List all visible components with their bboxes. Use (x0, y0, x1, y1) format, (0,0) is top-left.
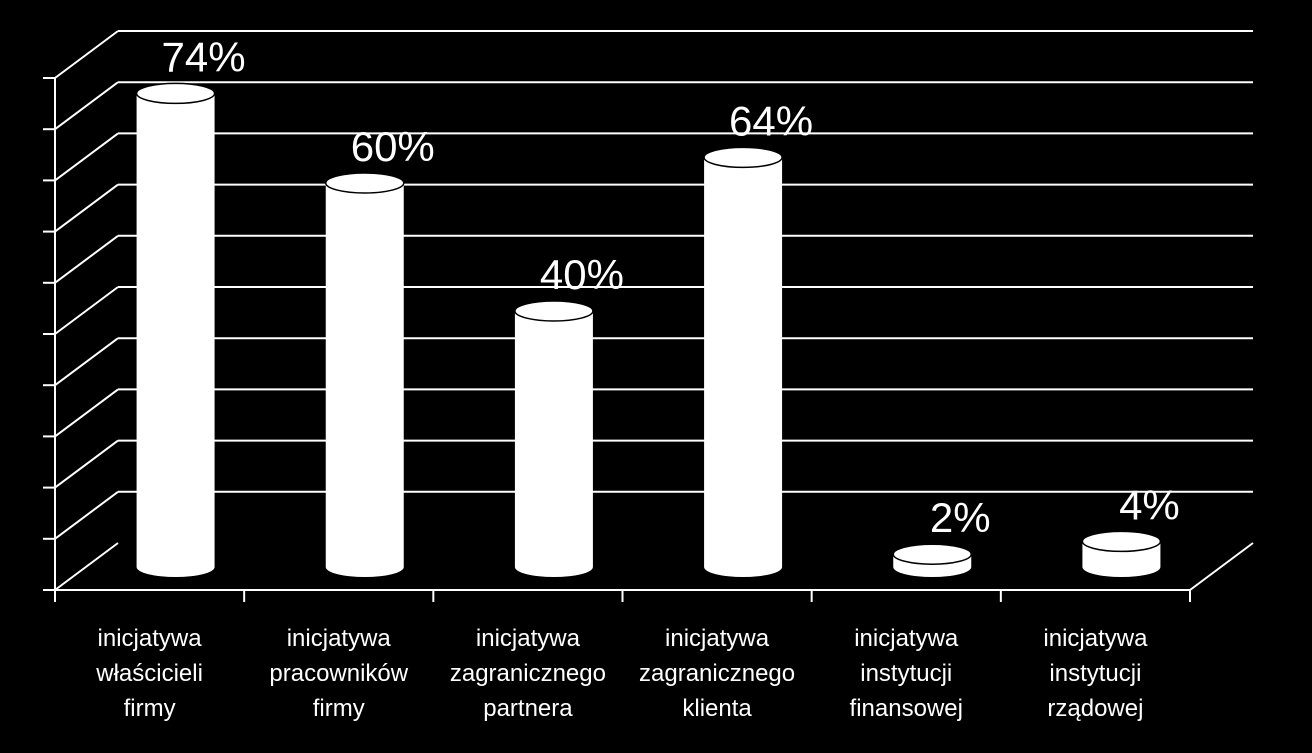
bar (515, 311, 593, 577)
bar-top (137, 83, 215, 103)
data-label: 74% (162, 33, 246, 80)
category-label-line: inicjatywa (476, 625, 581, 652)
category-label-line: rządowej (1047, 695, 1143, 722)
gridline-depth (55, 82, 118, 129)
gridline-depth (55, 31, 118, 78)
data-label: 2% (930, 494, 991, 541)
category-label: inicjatywa zagranicznego klienta (639, 625, 795, 722)
bar-top (893, 544, 971, 564)
category-label-line: instytucji (1049, 660, 1141, 687)
category-label-line: inicjatywa (854, 625, 959, 652)
gridline-depth (55, 287, 118, 334)
category-label: inicjatywa właścicieli firmy (95, 625, 203, 722)
category-label-line: firmy (124, 695, 176, 722)
data-label: 40% (540, 251, 624, 298)
category-label-line: pracowników (269, 660, 408, 687)
category-label: inicjatywa pracowników firmy (269, 625, 408, 722)
bar-top (1082, 531, 1160, 551)
category-label-line: inicjatywa (98, 625, 203, 652)
gridline-depth (55, 133, 118, 180)
category-label-line: firmy (313, 695, 365, 722)
grid-lines (55, 31, 1253, 590)
data-label: 4% (1119, 481, 1180, 528)
gridline-depth (55, 185, 118, 232)
category-label-line: inicjatywa (287, 625, 392, 652)
bar (704, 157, 782, 577)
gridline-depth (55, 441, 118, 488)
category-label-line: inicjatywa (665, 625, 770, 652)
bar-top (704, 147, 782, 167)
axes (43, 78, 1253, 602)
category-label-line: zagranicznego (639, 660, 795, 687)
category-label-line: partnera (483, 695, 573, 722)
category-label-line: finansowej (850, 695, 963, 722)
category-labels: inicjatywa właścicieli firmy inicjatywa prac… (95, 625, 1148, 722)
floor-edge (1190, 543, 1253, 590)
category-label: inicjatywa zagranicznego partnera (450, 625, 606, 722)
category-label: inicjatywa instytucji finansowej (850, 625, 963, 722)
bar (137, 93, 215, 577)
gridline-depth (55, 236, 118, 283)
category-label-line: klienta (682, 695, 752, 722)
gridline-depth (55, 543, 118, 590)
data-label: 64% (729, 97, 813, 144)
category-label-line: instytucji (860, 660, 952, 687)
gridline-depth (55, 389, 118, 436)
data-label: 60% (351, 123, 435, 170)
bar-top (515, 301, 593, 321)
category-label-line: właścicieli (95, 660, 203, 687)
category-label-line: inicjatywa (1043, 625, 1148, 652)
category-label-line: zagranicznego (450, 660, 606, 687)
bar (326, 183, 404, 577)
category-label: inicjatywa instytucji rządowej (1043, 625, 1148, 722)
bars (137, 83, 1161, 577)
gridline-depth (55, 338, 118, 385)
gridline-depth (55, 492, 118, 539)
bar-top (326, 173, 404, 193)
